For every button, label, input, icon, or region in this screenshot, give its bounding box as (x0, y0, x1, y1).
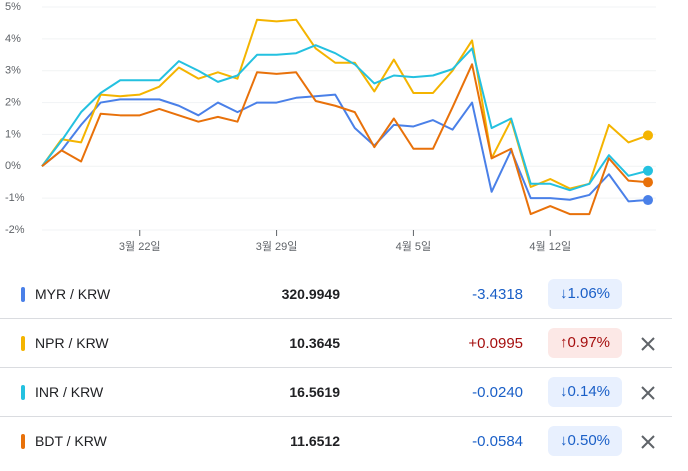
price: 11.6512 (290, 433, 340, 449)
end-point (643, 130, 653, 141)
end-point (643, 195, 653, 206)
watchlist-table: MYR / KRW 320.9949 -3.4318 ↓1.06% NPR / KRW 1… (0, 270, 672, 465)
remove-icon (641, 435, 655, 449)
table-row: INR / KRW 16.5619 -0.0240 ↓0.14% (0, 368, 672, 417)
table-row: MYR / KRW 320.9949 -3.4318 ↓1.06% (0, 270, 672, 319)
change: +0.0995 (468, 335, 523, 352)
pair-name: NPR / KRW (35, 335, 109, 351)
series-line (41, 18, 649, 190)
y-tick-label: 3% (5, 65, 21, 77)
remove-button[interactable] (640, 336, 656, 352)
percent-change: ↓0.14% (548, 377, 622, 407)
end-point (643, 177, 653, 188)
y-tick-label: 5% (5, 1, 21, 13)
y-tick-label: 2% (5, 96, 21, 108)
pair-name: BDT / KRW (35, 433, 107, 449)
series-line (41, 93, 649, 203)
series-line (41, 63, 649, 216)
table-row: NPR / KRW 10.3645 +0.0995 ↑0.97% (0, 319, 672, 368)
x-tick-label: 3월 29일 (256, 239, 298, 253)
chart: 5% 4% 3% 2% 1% 0% -1% -2% 3월 22일 3월 29일 4월 5일 4월 12… (5, 1, 656, 253)
price: 16.5619 (289, 384, 340, 400)
change: -3.4318 (472, 286, 523, 303)
remove-button[interactable] (640, 434, 656, 450)
change: -0.0584 (472, 433, 523, 450)
change: -0.0240 (472, 384, 523, 401)
x-tick-label: 4월 5일 (396, 239, 432, 253)
end-point (643, 165, 653, 176)
y-tick-label: 4% (5, 33, 21, 45)
remove-button[interactable] (640, 385, 656, 401)
percent-change: ↓1.06% (548, 279, 622, 309)
color-indicator (21, 385, 25, 400)
y-tick-label: -1% (5, 192, 25, 204)
color-indicator (21, 287, 25, 302)
x-tick-label: 3월 22일 (119, 239, 161, 253)
percent-change: ↑0.97% (548, 328, 622, 358)
percent-change: ↓0.50% (548, 426, 622, 456)
color-indicator (21, 336, 25, 351)
pair-name: MYR / KRW (35, 286, 111, 302)
series-line (41, 44, 649, 192)
remove-icon (641, 337, 655, 351)
y-tick-label: 0% (5, 160, 21, 172)
x-tick-label: 4월 12일 (529, 239, 571, 253)
price: 10.3645 (289, 335, 340, 351)
price: 320.9949 (281, 286, 340, 302)
pair-name: INR / KRW (35, 384, 104, 400)
y-tick-label: -2% (5, 224, 25, 236)
table-row: BDT / KRW 11.6512 -0.0584 ↓0.50% (0, 417, 672, 465)
remove-icon (641, 386, 655, 400)
color-indicator (21, 434, 25, 449)
y-tick-label: 1% (5, 128, 21, 140)
